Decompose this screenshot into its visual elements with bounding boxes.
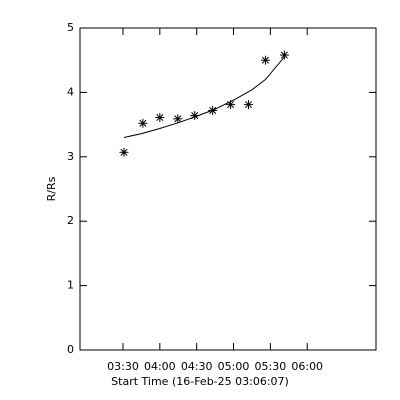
point (279, 50, 289, 60)
point-stroke (120, 148, 128, 156)
point-stroke (174, 115, 182, 123)
point (138, 118, 148, 128)
y-tick-label: 2 (67, 214, 74, 227)
x-tick-label: 03:30 (107, 360, 139, 373)
y-tick-label: 1 (67, 279, 74, 292)
y-tick-label: 0 (67, 343, 74, 356)
y-tick-label: 3 (67, 150, 74, 163)
y-axis-label: R/Rs (45, 176, 58, 201)
y-tick-label: 5 (67, 21, 74, 34)
x-tick-label: 06:00 (291, 360, 323, 373)
y-tick-label: 4 (67, 85, 74, 98)
x-tick-label: 05:30 (255, 360, 287, 373)
point (244, 100, 254, 110)
point (155, 113, 165, 123)
x-tick-label: 04:30 (181, 360, 213, 373)
point-stroke (244, 101, 253, 109)
point-stroke (261, 56, 269, 64)
point (260, 55, 270, 65)
point-stroke (280, 51, 288, 59)
fit-line (123, 56, 285, 138)
point-stroke (156, 113, 164, 122)
x-axis-label: Start Time (16-Feb-25 03:06:07) (111, 375, 289, 388)
point (119, 147, 129, 157)
point (173, 114, 183, 124)
point-stroke (139, 119, 147, 127)
x-tick-label: 05:00 (218, 360, 250, 373)
plot-frame (79, 27, 377, 351)
point-stroke (227, 101, 235, 109)
x-tick-label: 04:00 (144, 360, 176, 373)
